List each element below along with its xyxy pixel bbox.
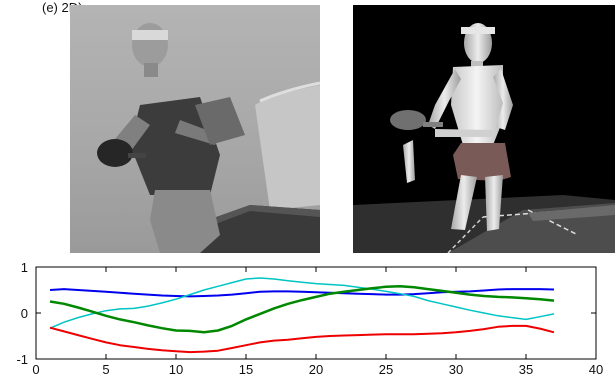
y-tick-label: 1 [21, 260, 28, 275]
x-tick-label: 10 [169, 362, 183, 377]
series-line-4 [49, 324, 555, 354]
series-lines [49, 277, 555, 354]
x-tick-label: 35 [519, 362, 533, 377]
x-tick-label: 25 [379, 362, 393, 377]
series-line-2 [49, 277, 555, 329]
y-tick-label: 0 [21, 306, 28, 321]
x-tick-label: 5 [102, 362, 109, 377]
x-tick-label: 15 [239, 362, 253, 377]
x-tick-label: 20 [309, 362, 323, 377]
y-tick-label: -1 [16, 352, 28, 367]
joint-angle-line-chart: 0 5 10 15 20 25 30 35 40 -1 0 1 [16, 260, 603, 377]
series-line-3 [49, 285, 555, 334]
axis-ticks: 0 5 10 15 20 25 30 35 40 -1 0 1 [16, 260, 603, 377]
x-tick-label: 30 [449, 362, 463, 377]
x-tick-label: 40 [589, 362, 603, 377]
player-photo [70, 5, 320, 253]
series-line-1 [49, 288, 555, 298]
model-render [353, 5, 615, 253]
x-tick-label: 0 [32, 362, 39, 377]
